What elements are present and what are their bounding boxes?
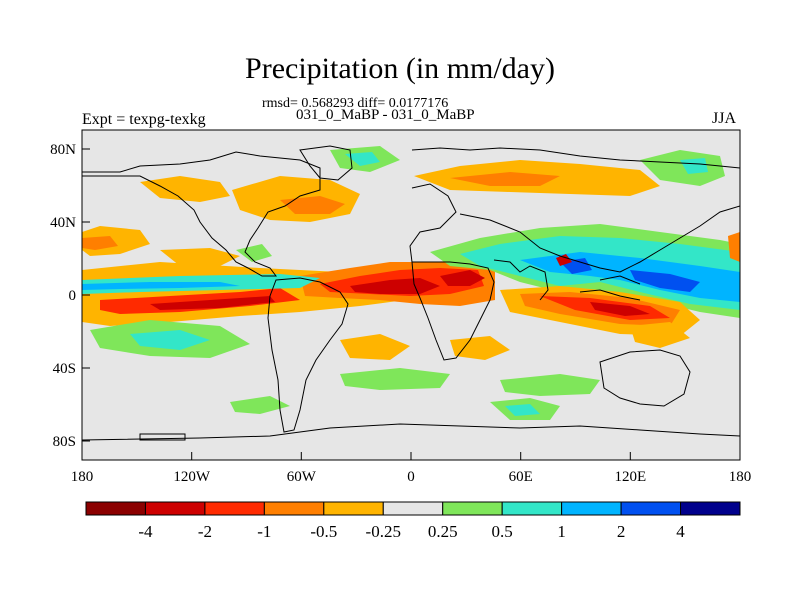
colorbar-box [263, 501, 325, 516]
lat-label: 40S [53, 361, 76, 377]
coastline-eurasia [409, 147, 740, 273]
lon-label: 180 [71, 469, 94, 485]
lon-axis-labels: 180 120W 60W 0 60E 120E 180 [71, 469, 752, 485]
plot-title: Precipitation (in mm/day) [245, 52, 555, 85]
lon-label: 120W [173, 469, 211, 485]
colorbar-label: -2 [198, 522, 212, 541]
map-panel: 80N 40N 0 40S 80S 180 120W 60W 0 60E 120… [50, 129, 752, 485]
contour-wet-s-atlantic [340, 368, 450, 390]
coastline-antarctic-shelf [139, 433, 186, 441]
contour-wet-s-pacific-inner [130, 330, 210, 350]
colorbar-label: 0.25 [428, 522, 458, 541]
coastlines [82, 145, 740, 441]
coastline-greenland [299, 145, 353, 181]
colorbar-labels: -4 -2 -1 -0.5 -0.25 0.25 0.5 1 2 4 [138, 522, 685, 541]
colorbar: -4 -2 -1 -0.5 -0.25 0.25 0.5 1 2 4 [85, 501, 741, 541]
stats-line: rmsd= 0.568293 diff= 0.0177176 [262, 96, 449, 111]
colorbar-box [442, 501, 503, 516]
lon-label: 60E [509, 469, 533, 485]
contour-dry-east-edge [728, 232, 740, 262]
colorbar-label: 1 [557, 522, 566, 541]
contour-dry-n-pacific [140, 176, 230, 202]
colorbar-label: -0.5 [310, 522, 337, 541]
lon-label: 0 [407, 469, 415, 485]
contour-dry-n-atlantic-inner [280, 196, 345, 214]
contour-dry-ne-pacific-inner [82, 236, 118, 250]
coastline-maritime [579, 275, 641, 301]
contour-dry-s-atlantic [340, 334, 410, 360]
coastline-arabia-india [493, 259, 549, 301]
season-label: JJA [712, 110, 737, 127]
colorbar-label: -1 [257, 522, 271, 541]
coastline-antarctica [82, 423, 740, 441]
coastline-australia [599, 349, 691, 407]
contour-dry-s-indian [450, 336, 510, 360]
colorbar-box [620, 501, 682, 516]
colorbar-box [144, 501, 206, 516]
colorbar-box [382, 501, 444, 516]
contour-dry-africa-inner [440, 270, 485, 286]
contour-dry-atlantic-inner [350, 278, 440, 294]
colorbar-box [323, 501, 384, 516]
contour-wet-s-ocean-inner [505, 404, 540, 416]
colorbar-box [501, 501, 563, 516]
contour-dry-mexico [160, 248, 240, 266]
contour-dry-pacific-inner [150, 296, 275, 310]
contour-dry-indian-core [590, 302, 650, 316]
experiment-label: Expt = texpg-texkg [82, 111, 206, 128]
lon-label: 180 [729, 469, 752, 485]
colorbar-label: 2 [617, 522, 626, 541]
colorbar-box [204, 501, 265, 516]
coastline-africa [411, 261, 495, 361]
lon-label: 60W [287, 469, 317, 485]
colorbar-box [680, 501, 741, 516]
colorbar-label: -0.25 [366, 522, 401, 541]
lat-label: 80N [50, 142, 76, 158]
colorbar-box [85, 501, 146, 516]
colorbar-label: -4 [138, 522, 153, 541]
contour-wet-asia-max [630, 270, 700, 292]
experiment-subtitle: 031_0_MaBP - 031_0_MaBP [296, 107, 475, 123]
contour-wet-itcz-inner [82, 282, 240, 290]
coastline-south-america [267, 277, 349, 433]
colorbar-label: 0.5 [492, 522, 513, 541]
lat-label: 40N [50, 215, 76, 231]
contour-wet-n-america [236, 244, 272, 262]
contour-wet-s-indian [500, 374, 600, 396]
colorbar-label: 4 [676, 522, 685, 541]
contour-wet-ne-asia-inner [680, 158, 708, 174]
coastline-north-america [82, 151, 321, 277]
lat-label: 80S [53, 434, 76, 450]
contour-wet-s-far-pacific [230, 396, 290, 414]
colorbar-boxes [85, 501, 741, 516]
contour-wet-arctic-inner [345, 152, 380, 166]
contour-dry-eurasia-inner [450, 172, 560, 186]
lat-axis-labels: 80N 40N 0 40S 80S [50, 142, 76, 450]
axis-ticks [82, 148, 631, 460]
contour-dry-bengal-spot [556, 254, 572, 266]
lon-label: 120E [614, 469, 646, 485]
contour-dry-australia [630, 322, 690, 348]
lat-label: 0 [69, 288, 77, 304]
colorbar-box [561, 501, 622, 516]
